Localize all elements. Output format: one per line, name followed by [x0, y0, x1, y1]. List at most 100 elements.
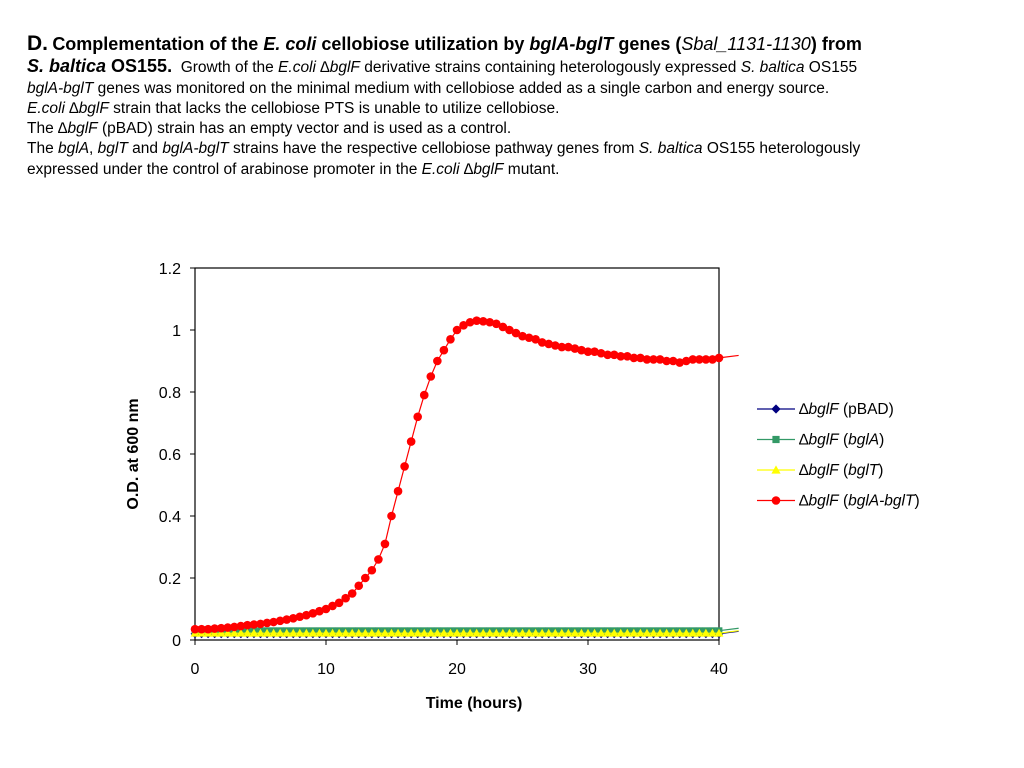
data-point [374, 555, 383, 564]
data-point [393, 486, 403, 496]
caption-line-6: The bglA, bglT and bglA-bglT strains hav… [27, 140, 861, 158]
data-point [649, 628, 658, 637]
data-point [485, 628, 495, 637]
data-point [688, 355, 698, 364]
data-point [524, 333, 534, 343]
data-point [354, 628, 364, 637]
legend-marker [771, 496, 781, 505]
data-point [262, 628, 272, 637]
series-3 [190, 316, 739, 634]
data-point [321, 604, 331, 614]
caption-line-3: bglA-bglT genes was monitored on the min… [27, 79, 830, 97]
data-point [675, 628, 685, 637]
data-point [668, 628, 678, 637]
data-point [688, 628, 698, 637]
data-point [511, 328, 521, 338]
data-point [681, 628, 691, 637]
data-point [413, 628, 423, 637]
y-axis-label: O.D. at 600 nm [125, 398, 142, 509]
data-point [243, 628, 252, 637]
data-point [334, 628, 344, 637]
data-point [413, 412, 423, 422]
data-point [616, 352, 626, 361]
data-point [439, 628, 449, 637]
data-point [288, 628, 298, 637]
data-point [668, 356, 678, 366]
x-axis-label: Time (hours) [426, 695, 523, 712]
figure-caption: D. Complementation of the E. coli cellob… [27, 32, 1007, 180]
data-point [505, 628, 514, 637]
data-point [275, 616, 285, 626]
data-point [577, 628, 586, 637]
data-point [229, 628, 239, 637]
data-point [341, 593, 350, 603]
data-point [426, 628, 436, 637]
data-point [223, 623, 233, 632]
legend-marker [772, 435, 780, 444]
data-point [426, 372, 436, 381]
data-point [354, 581, 364, 591]
data-point [295, 628, 305, 637]
y-tick-label: 1.2 [159, 261, 181, 278]
data-point [557, 628, 567, 637]
caption-line-5: The ∆bglF (pBAD) strain has an empty vec… [27, 120, 512, 138]
data-point [622, 628, 632, 637]
data-point [550, 341, 560, 350]
data-point [301, 628, 311, 637]
data-point [439, 345, 449, 355]
legend-entry: ∆bglF (pBAD) [799, 401, 894, 418]
data-point [629, 353, 639, 363]
data-point [636, 353, 645, 363]
data-point [433, 356, 442, 366]
data-point [256, 619, 265, 629]
data-point [694, 628, 704, 637]
x-tick-label: 20 [448, 661, 466, 678]
data-point [537, 338, 547, 347]
data-point [524, 628, 534, 637]
data-point [315, 606, 324, 616]
caption-line-1: D. Complementation of the E. coli cellob… [27, 32, 862, 55]
data-point [334, 598, 344, 608]
data-point [236, 621, 246, 631]
data-point [596, 628, 606, 637]
data-point [216, 628, 226, 637]
data-point [459, 321, 468, 330]
y-tick-label: 0.6 [159, 447, 181, 464]
data-point [236, 628, 246, 637]
data-point [406, 628, 416, 637]
data-point [452, 628, 462, 637]
data-point [701, 628, 711, 637]
data-point [387, 511, 396, 521]
data-point [380, 628, 390, 637]
data-point [662, 628, 671, 637]
data-point [387, 628, 396, 637]
data-point [197, 624, 206, 634]
data-point [347, 589, 357, 598]
data-point [485, 317, 495, 327]
data-point [459, 628, 468, 637]
data-point [564, 342, 573, 352]
data-point [216, 623, 226, 633]
legend-entry: ∆bglF (bglA) [799, 432, 884, 449]
data-point [623, 352, 632, 361]
data-point [492, 319, 501, 329]
x-tick-label: 10 [317, 661, 335, 678]
data-point [465, 317, 475, 327]
data-point [570, 344, 580, 353]
data-point [269, 628, 278, 637]
data-point [243, 620, 252, 630]
data-point [609, 350, 619, 360]
data-point [681, 356, 691, 366]
data-point [570, 628, 580, 637]
data-point [590, 347, 599, 357]
data-point [328, 601, 337, 611]
data-point [629, 628, 639, 637]
data-point [308, 628, 318, 637]
data-point [649, 355, 658, 364]
data-point [374, 628, 383, 637]
y-tick-label: 0 [172, 633, 181, 650]
legend-entry: ∆bglF (bglA-bglT) [799, 493, 920, 510]
data-point [249, 620, 259, 629]
data-point [446, 628, 455, 637]
data-point [341, 628, 351, 637]
